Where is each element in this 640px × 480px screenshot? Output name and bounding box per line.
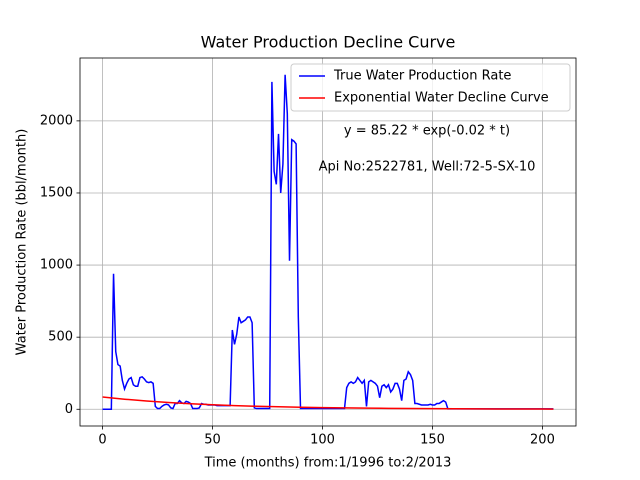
chart-title: Water Production Decline Curve: [201, 33, 456, 52]
x-axis-label: Time (months) from:1/1996 to:2/2013: [204, 456, 452, 471]
y-tick-label: 1500: [40, 185, 73, 200]
x-tick-label: 150: [420, 433, 445, 448]
data-line: [102, 396, 554, 410]
x-tick-label: 200: [530, 433, 555, 448]
plot-frame: [79, 57, 577, 427]
legend-label: Exponential Water Decline Curve: [334, 91, 549, 106]
x-tick-label: 0: [98, 433, 106, 448]
y-tick-label: 0: [65, 402, 73, 417]
legend-box: [290, 63, 571, 112]
x-tick-label: 50: [204, 433, 221, 448]
y-tick-label: 500: [48, 330, 73, 345]
legend-label: True Water Production Rate: [333, 69, 511, 84]
x-tick-label: 100: [310, 433, 335, 448]
y-tick-label: 1000: [40, 258, 73, 273]
annotation: y = 85.22 * exp(-0.02 * t): [344, 124, 510, 139]
y-tick-label: 2000: [40, 113, 73, 128]
annotation: Api No:2522781, Well:72-5-SX-10: [319, 160, 536, 175]
y-axis-label: Water Production Rate (bbl/month): [15, 129, 30, 356]
